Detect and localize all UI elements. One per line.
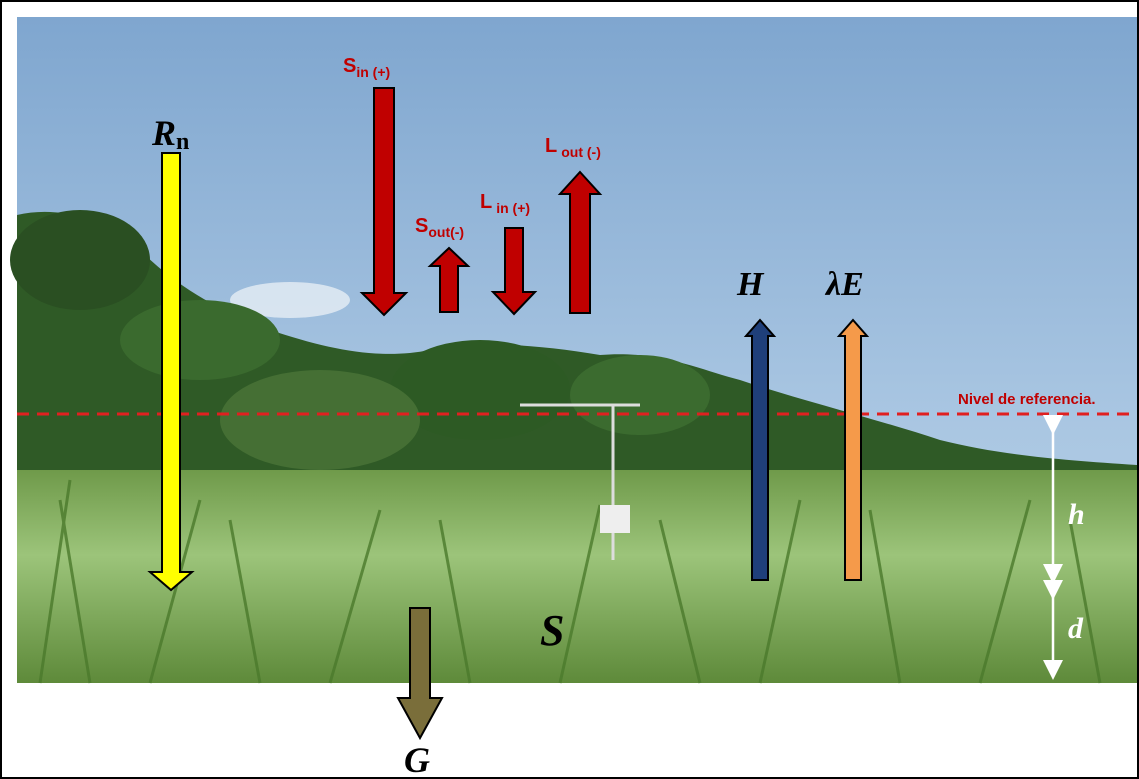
- h-height-label: h: [1068, 498, 1085, 531]
- label-main: R: [151, 113, 176, 153]
- label-main: L: [480, 191, 492, 213]
- h-flux-label: H: [736, 266, 765, 303]
- label-main: S: [415, 215, 428, 237]
- label-main: L: [545, 135, 557, 157]
- storage-label: S: [540, 606, 564, 655]
- label-sub: out(-): [428, 224, 464, 240]
- le-flux-label: λE: [824, 266, 864, 303]
- label-sub: out (-): [561, 144, 601, 160]
- d-height-label: d: [1068, 612, 1084, 645]
- label-sub: n: [176, 129, 189, 155]
- label-main: S: [343, 55, 356, 77]
- label-sub: in (+): [496, 200, 530, 216]
- label-sub: in (+): [356, 64, 390, 80]
- ground-label: G: [404, 740, 430, 779]
- reference-label: Nivel de referencia.: [958, 391, 1096, 408]
- diagram: Rn Sin (+) Sout(-) Lin (+) Lout (-) H λE…: [0, 0, 1139, 779]
